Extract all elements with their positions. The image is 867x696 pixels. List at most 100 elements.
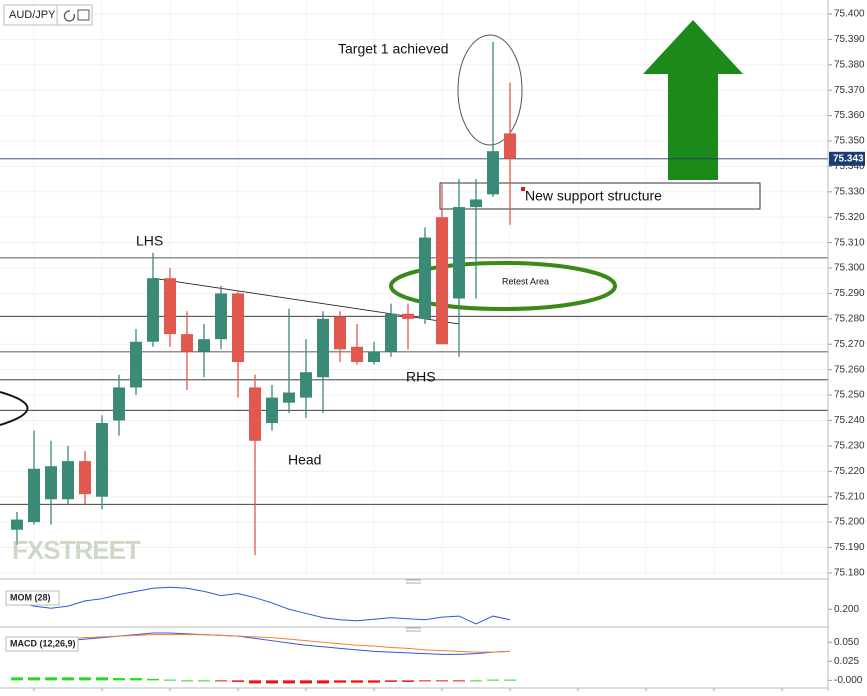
- left-ellipse: [0, 391, 29, 426]
- indicator-box[interactable]: [5, 590, 60, 606]
- candle-body: [283, 392, 295, 403]
- annotation: Target 1 achieved: [338, 41, 449, 57]
- candle-body: [181, 334, 193, 352]
- candle-body: [317, 318, 329, 378]
- histogram-bar: [181, 680, 193, 682]
- histogram-bar: [130, 678, 142, 681]
- y-tick-label: 75.270: [834, 339, 865, 350]
- histogram-bar: [215, 680, 227, 682]
- y-tick-label: 0.050: [834, 637, 859, 648]
- candle-body: [504, 133, 516, 159]
- y-tick-label: 75.220: [834, 466, 865, 477]
- histogram-bar: [487, 679, 499, 681]
- macd-line: [16, 632, 511, 655]
- histogram-bar: [385, 680, 397, 682]
- histogram-bar: [334, 680, 346, 683]
- y-tick-label: 75.300: [834, 263, 865, 274]
- indicator-box[interactable]: [5, 636, 79, 652]
- target-ellipse: [457, 34, 523, 146]
- last-price-box: [829, 151, 865, 166]
- annotation: Head: [288, 452, 321, 468]
- candle-body: [249, 387, 261, 441]
- candle-body: [45, 466, 57, 500]
- y-tick-label: 75.390: [834, 34, 865, 45]
- candle-body: [266, 397, 278, 424]
- marks: 75.180 75.190 75.200 75.210 75.220 75.230 75.2…: [0, 9, 865, 691]
- y-tick-label: 75.210: [834, 491, 865, 502]
- candle-body: [436, 217, 448, 345]
- candle-body: [28, 468, 40, 523]
- candle-body: [130, 341, 142, 388]
- y-tick-label: 75.320: [834, 212, 865, 223]
- y-tick-label: 75.360: [834, 110, 865, 121]
- histogram-bar: [62, 677, 74, 681]
- candle-body: [79, 461, 91, 495]
- annotation: RHS: [406, 369, 436, 385]
- symbol: AUD/JPY: [9, 9, 56, 21]
- support-box: [439, 182, 761, 210]
- y-tick-label: 75.190: [834, 542, 865, 553]
- candle-body: [402, 313, 414, 319]
- y-tick-label: 75.400: [834, 9, 865, 20]
- drag-handle[interactable]: [406, 627, 421, 632]
- candle-body: [232, 293, 244, 363]
- candle-body: [419, 237, 431, 319]
- indicator-title: MOM (28): [10, 592, 51, 602]
- candle-body: [487, 151, 499, 195]
- y-tick-label: 0.200: [834, 604, 859, 615]
- y-tick-label: 75.200: [834, 517, 865, 528]
- histogram-bar: [402, 680, 414, 682]
- candle-body: [470, 199, 482, 208]
- candle-body: [147, 278, 159, 342]
- symbol-box[interactable]: [3, 4, 93, 26]
- histogram-bar: [368, 680, 380, 683]
- histogram-bar: [113, 678, 125, 681]
- histogram-bar: [96, 677, 108, 681]
- candle-body: [96, 423, 108, 497]
- histogram-bar: [249, 680, 261, 684]
- candle-body: [11, 519, 23, 530]
- marker: [521, 187, 525, 191]
- grid: [0, 0, 828, 578]
- drag-handle[interactable]: [406, 579, 421, 584]
- candle-body: [215, 293, 227, 340]
- histogram-bar: [147, 678, 159, 681]
- up-arrow: [643, 20, 743, 180]
- settings-icon[interactable]: [77, 9, 90, 21]
- y-tick-label: 75.290: [834, 288, 865, 299]
- y-tick-label: -0.000: [834, 675, 863, 686]
- histogram-bar: [300, 680, 312, 684]
- histogram-bar: [436, 680, 448, 682]
- histogram-bar: [419, 680, 431, 682]
- histogram-bar: [266, 680, 278, 684]
- histogram-bar: [351, 680, 363, 683]
- y-tick-label: 0.025: [834, 656, 859, 667]
- watermark: FXSTREET: [12, 535, 141, 565]
- histogram-bar: [232, 680, 244, 682]
- y-tick-label: 75.350: [834, 136, 865, 147]
- histogram-bar: [79, 677, 91, 681]
- histogram-bar: [504, 679, 516, 681]
- candle-body: [368, 351, 380, 363]
- y-tick-label: 75.310: [834, 237, 865, 248]
- y-tick-label: 75.230: [834, 441, 865, 452]
- refresh-icon[interactable]: [63, 10, 76, 22]
- histogram-bar: [317, 680, 329, 684]
- histogram-bar: [45, 677, 57, 681]
- y-tick-label: 75.330: [834, 186, 865, 197]
- y-tick-label: 75.260: [834, 364, 865, 375]
- candle-body: [385, 313, 397, 352]
- histogram-bar: [283, 680, 295, 684]
- annotation: LHS: [136, 233, 163, 249]
- histogram-bar: [198, 680, 210, 682]
- y-tick-label: 75.370: [834, 85, 865, 96]
- y-tick-label: 75.340: [834, 161, 865, 172]
- histogram-bar: [470, 680, 482, 682]
- candle-body: [334, 316, 346, 350]
- histogram-bar: [11, 677, 23, 681]
- annotation: New support structure: [525, 188, 662, 204]
- candle-body: [113, 387, 125, 421]
- macd-line: [16, 634, 511, 653]
